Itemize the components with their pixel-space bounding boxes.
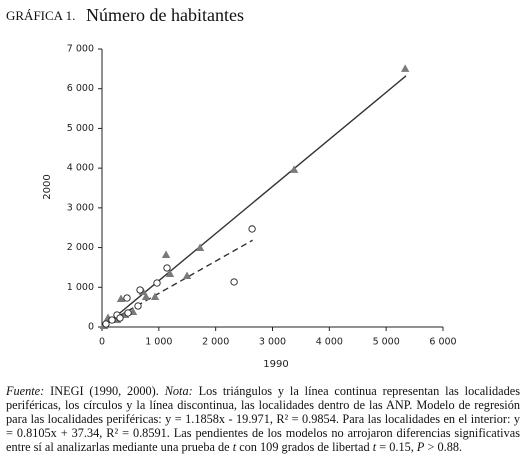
- x-tick-label: 5 000: [373, 337, 400, 348]
- triangle-point: [401, 64, 410, 72]
- chart-title-prefix: GRÁFICA 1.: [6, 8, 75, 23]
- x-tick-label: 3 000: [259, 337, 286, 348]
- circle-point: [136, 286, 144, 294]
- triangle-point: [289, 165, 299, 173]
- triangle-point: [116, 294, 126, 303]
- footnote-text: t: [372, 440, 377, 454]
- triangle-point: [182, 271, 192, 279]
- regression-line: [101, 75, 407, 329]
- triangle-point: [165, 269, 175, 277]
- x-tick-label: 2 000: [202, 337, 229, 348]
- chart-title: Número de habitantes: [86, 5, 244, 25]
- y-tick-label: 1 000: [67, 282, 94, 293]
- circle-point: [153, 279, 161, 287]
- triangle-point: [141, 292, 151, 300]
- footnote-text: INEGI (1990, 2000).: [44, 384, 165, 398]
- y-tick-label: 2 000: [67, 242, 94, 253]
- triangle-point: [161, 250, 171, 258]
- y-tick-label: 4 000: [67, 163, 94, 174]
- y-tick-label: 3 000: [67, 202, 94, 213]
- x-tick-label: 6 000: [429, 337, 456, 348]
- footnote: Fuente: INEGI (1990, 2000). Nota: Los tr…: [6, 384, 520, 454]
- y-tick-label: 5 000: [67, 123, 94, 134]
- y-tick-label: 6 000: [67, 83, 94, 94]
- footnote-text: > 0.88.: [424, 440, 463, 454]
- circle-point: [124, 309, 132, 317]
- footnote-text: P: [416, 440, 425, 454]
- x-tick-label: 0: [99, 337, 105, 348]
- footnote-text: Nota:: [164, 384, 193, 398]
- x-tick-label: 4 000: [316, 337, 343, 348]
- y-tick-label: 7 000: [67, 44, 94, 55]
- triangle-point: [195, 243, 205, 251]
- triangle-point: [150, 292, 160, 300]
- y-tick-label: 0: [88, 322, 94, 333]
- regression-line: [101, 239, 253, 327]
- circle-point: [102, 320, 110, 328]
- footnote-text: = 0.15,: [376, 440, 417, 454]
- footnote-text: con 109 grados de libertad: [236, 440, 373, 454]
- circle-point: [230, 278, 238, 286]
- y-axis-label: 2000: [42, 174, 53, 199]
- footnote-text: Fuente:: [6, 384, 45, 398]
- circle-point: [134, 302, 142, 310]
- circle-point: [163, 264, 171, 272]
- circle-point: [248, 225, 256, 233]
- x-axis-label: 1990: [263, 359, 288, 370]
- circle-point: [123, 294, 131, 302]
- footnote-text: t: [232, 440, 237, 454]
- circle-point: [116, 314, 124, 322]
- x-tick-label: 1 000: [145, 337, 172, 348]
- footnote-text: Los triángulos y la línea continua repre…: [6, 384, 520, 454]
- chart: GRÁFICA 1. Número de habitantes 1990 200…: [6, 5, 457, 370]
- circle-point: [108, 316, 116, 324]
